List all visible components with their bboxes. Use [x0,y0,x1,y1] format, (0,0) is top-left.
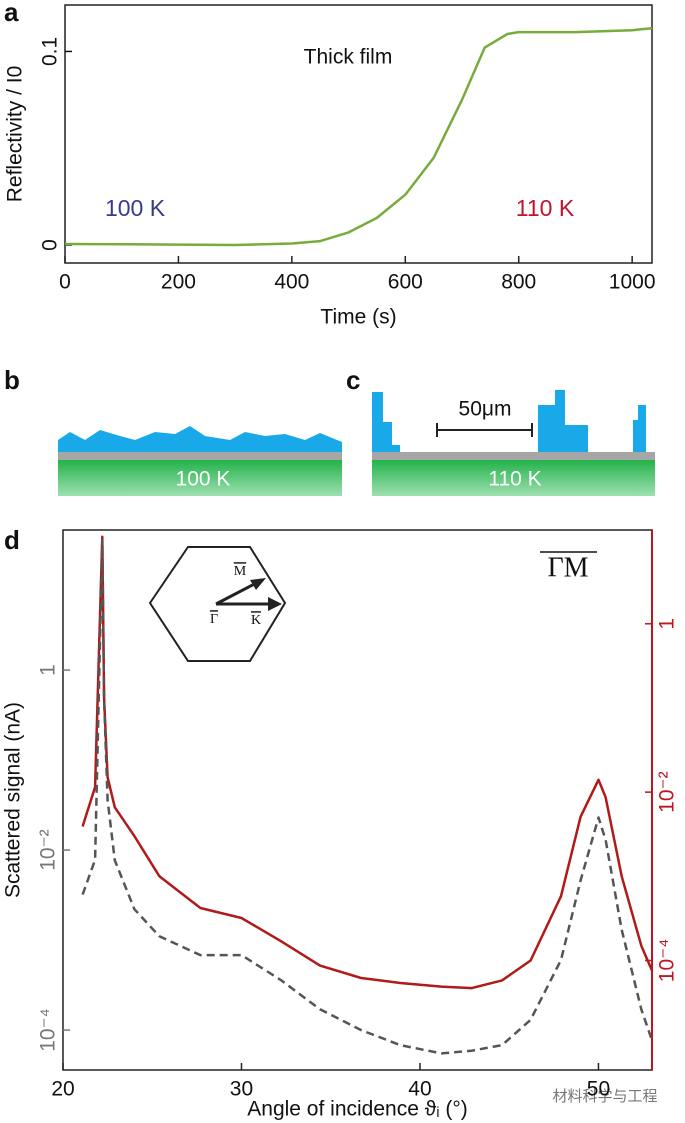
series-line [81,535,654,990]
x-tick-label: 800 [501,271,536,294]
annotation: 100 K [105,195,166,221]
inset-label: Γ [210,612,218,627]
ice [58,426,342,452]
diagram-c: c 50μm 110 K [346,365,655,496]
x-tick-label: 50 [587,1078,610,1101]
panel-label: b [4,365,20,395]
y-tick-label: 1 [37,664,60,676]
x-tick-label: 1000 [609,271,656,294]
y-tick-label: 10⁻² [37,829,60,870]
y2-tick-label: 10⁻² [656,771,679,812]
x-tick-label: 200 [161,271,196,294]
chart-title: ΓM [547,552,588,583]
scale-label: 50μm [459,398,512,421]
y-tick-label: 10⁻⁴ [37,1008,60,1051]
x-tick-label: 0 [59,271,71,294]
diagram-b: b 100 K [4,365,342,496]
substrate [58,460,342,496]
substrate [372,460,655,496]
plot-frame [62,529,653,1071]
label: 100 K [176,468,231,491]
arrow-head [268,597,282,611]
y-axis-label: Reflectivity / I0 [4,66,27,203]
x-tick-label: 40 [408,1078,431,1101]
plot-frame [64,4,653,264]
y2-tick-label: 1 [656,618,679,630]
annotation: Thick film [304,46,393,69]
ice [538,390,588,452]
x-tick-label: 20 [51,1078,74,1101]
layer [58,452,342,460]
watermark: 材料科学与工程 [552,1088,657,1105]
y-tick-label: 0 [39,239,62,251]
annotation: 110 K [516,195,575,221]
label: 110 K [488,468,541,491]
layer [372,452,655,460]
y-axis-label: Scattered signal (nA) [2,702,25,898]
ice [372,392,400,452]
panel-label: d [4,525,20,555]
inset: M Γ K [148,546,287,662]
inset-label: M [234,564,247,579]
ice [633,405,646,452]
x-axis-label: Angle of incidence ϑᵢ (°) [247,1098,467,1121]
series-line [64,26,653,247]
x-tick-label: 400 [274,271,309,294]
panel-label: a [4,0,19,27]
inset-label: K [251,613,261,628]
y2-tick-label: 10⁻⁴ [656,939,679,982]
arrow-head [250,578,266,590]
x-axis-label: Time (s) [320,306,396,329]
x-tick-label: 600 [388,271,423,294]
series-line [81,538,654,1055]
panel-label: c [346,365,360,395]
x-tick-label: 30 [230,1078,253,1101]
y-tick-label: 0.1 [39,37,62,66]
hexagon [148,546,287,662]
